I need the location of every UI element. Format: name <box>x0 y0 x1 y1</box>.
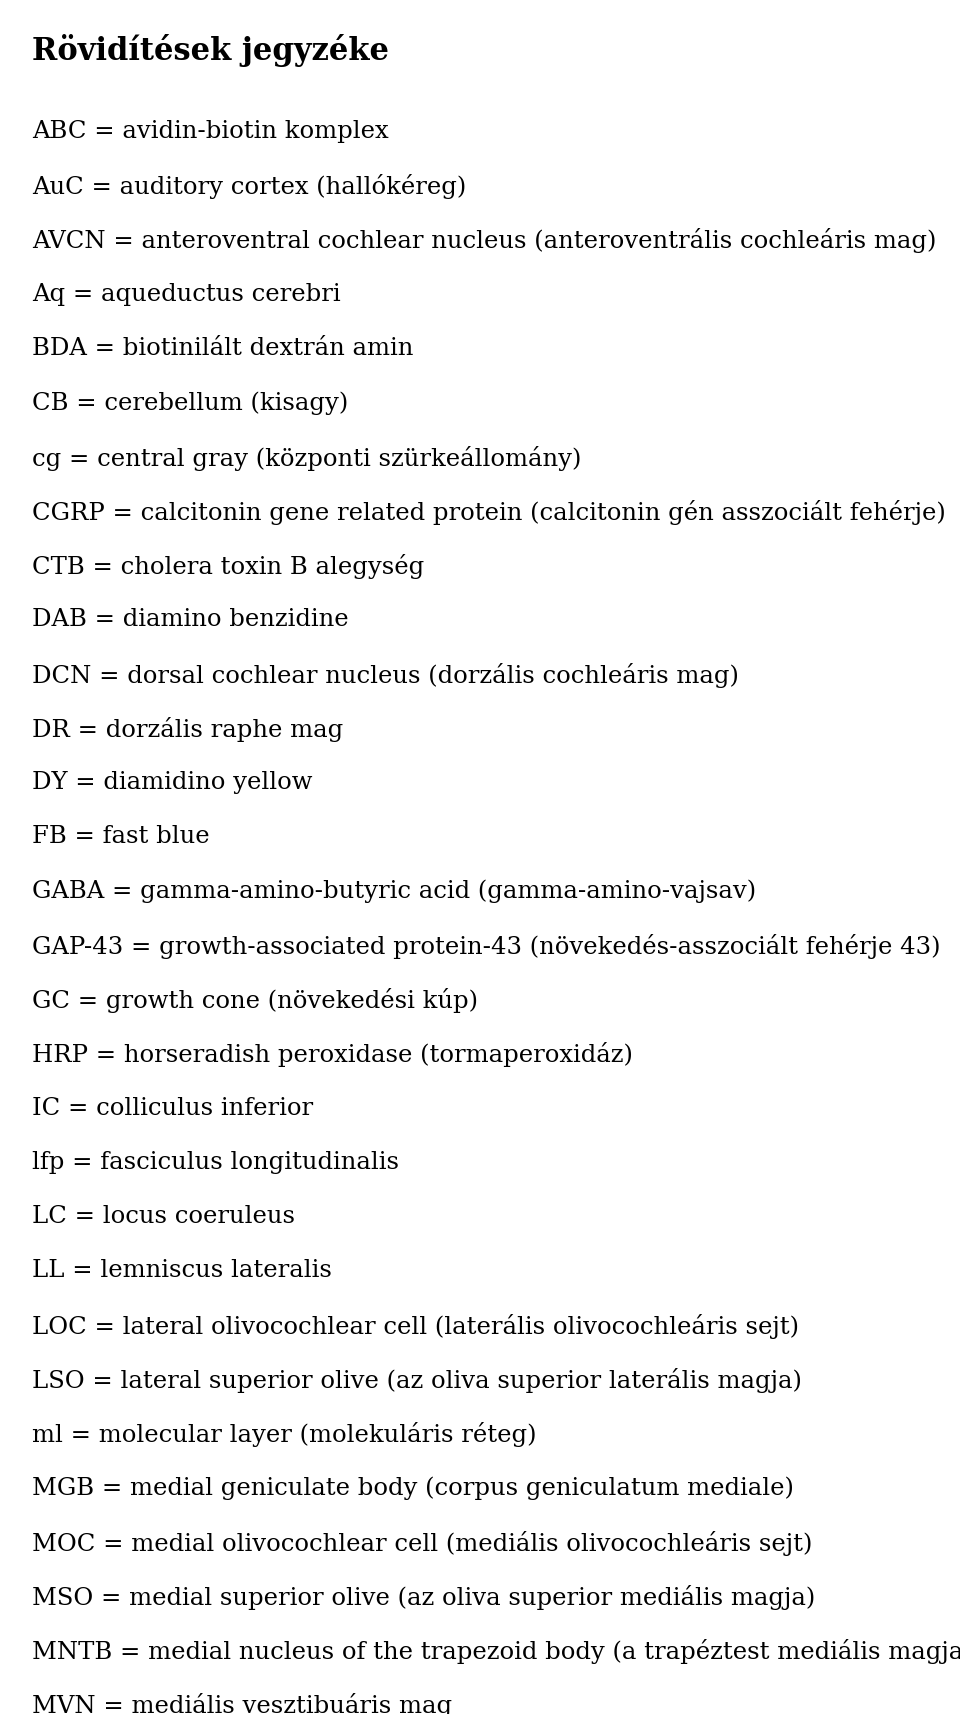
Text: LL = lemniscus lateralis: LL = lemniscus lateralis <box>32 1260 331 1282</box>
Text: DAB = diamino benzidine: DAB = diamino benzidine <box>32 608 348 631</box>
Text: MGB = medial geniculate body (corpus geniculatum mediale): MGB = medial geniculate body (corpus gen… <box>32 1476 794 1500</box>
Text: LSO = lateral superior olive (az oliva superior laterális magja): LSO = lateral superior olive (az oliva s… <box>32 1368 802 1393</box>
Text: MSO = medial superior olive (az oliva superior mediális magja): MSO = medial superior olive (az oliva su… <box>32 1585 815 1609</box>
Text: AuC = auditory cortex (hallókéreg): AuC = auditory cortex (hallókéreg) <box>32 175 466 199</box>
Text: HRP = horseradish peroxidase (tormaperoxidáz): HRP = horseradish peroxidase (tormaperox… <box>32 1042 633 1068</box>
Text: GABA = gamma-amino-butyric acid (gamma-amino-vajsav): GABA = gamma-amino-butyric acid (gamma-a… <box>32 879 756 903</box>
Text: ABC = avidin-biotin komplex: ABC = avidin-biotin komplex <box>32 120 388 142</box>
Text: CGRP = calcitonin gene related protein (calcitonin gén asszociált fehérje): CGRP = calcitonin gene related protein (… <box>32 500 946 524</box>
Text: CB = cerebellum (kisagy): CB = cerebellum (kisagy) <box>32 391 348 415</box>
Text: AVCN = anteroventral cochlear nucleus (anteroventrális cochleáris mag): AVCN = anteroventral cochlear nucleus (a… <box>32 228 936 254</box>
Text: ml = molecular layer (molekuláris réteg): ml = molecular layer (molekuláris réteg) <box>32 1423 537 1447</box>
Text: CTB = cholera toxin B alegység: CTB = cholera toxin B alegység <box>32 554 424 579</box>
Text: GC = growth cone (növekedési kúp): GC = growth cone (növekedési kúp) <box>32 987 478 1013</box>
Text: LOC = lateral olivocochlear cell (laterális olivocochleáris sejt): LOC = lateral olivocochlear cell (laterá… <box>32 1313 799 1339</box>
Text: DCN = dorsal cochlear nucleus (dorzális cochleáris mag): DCN = dorsal cochlear nucleus (dorzális … <box>32 663 738 687</box>
Text: cg = central gray (központi szürkeállomány): cg = central gray (központi szürkeállomá… <box>32 446 581 471</box>
Text: lfp = fasciculus longitudinalis: lfp = fasciculus longitudinalis <box>32 1150 398 1174</box>
Text: MVN = mediális vesztibuáris mag: MVN = mediális vesztibuáris mag <box>32 1693 452 1714</box>
Text: DR = dorzális raphe mag: DR = dorzális raphe mag <box>32 716 343 742</box>
Text: LC = locus coeruleus: LC = locus coeruleus <box>32 1205 295 1229</box>
Text: GAP-43 = growth-associated protein-43 (növekedés-asszociált fehérje 43): GAP-43 = growth-associated protein-43 (n… <box>32 934 940 958</box>
Text: DY = diamidino yellow: DY = diamidino yellow <box>32 771 312 794</box>
Text: BDA = biotinilált dextrán amin: BDA = biotinilált dextrán amin <box>32 338 413 360</box>
Text: Aq = aqueductus cerebri: Aq = aqueductus cerebri <box>32 283 340 305</box>
Text: IC = colliculus inferior: IC = colliculus inferior <box>32 1097 313 1119</box>
Text: Rövidítések jegyzéke: Rövidítések jegyzéke <box>32 34 389 67</box>
Text: FB = fast blue: FB = fast blue <box>32 826 209 848</box>
Text: MOC = medial olivocochlear cell (mediális olivocochleáris sejt): MOC = medial olivocochlear cell (mediáli… <box>32 1531 812 1556</box>
Text: MNTB = medial nucleus of the trapezoid body (a trapéztest mediális magja): MNTB = medial nucleus of the trapezoid b… <box>32 1639 960 1664</box>
